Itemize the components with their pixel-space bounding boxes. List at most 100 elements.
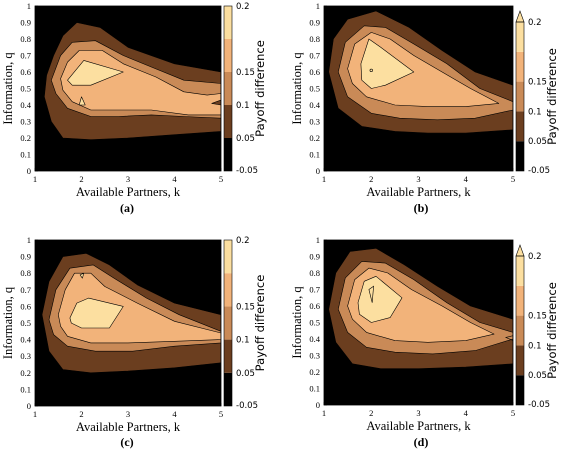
colorbar-segment <box>224 339 232 373</box>
panel-caption: (d) <box>414 435 429 449</box>
colorbar-tick-label: -0.05 <box>528 166 550 176</box>
y-tick-label: 0.9 <box>20 252 31 262</box>
colorbar-tick-label: 0.05 <box>236 369 255 379</box>
colorbar-segment <box>224 273 232 307</box>
colorbar-tick-label: 0.1 <box>236 101 250 111</box>
contour-level-3-region-1 <box>79 272 85 279</box>
x-tick-label: 2 <box>79 409 83 419</box>
colorbar-segment <box>224 240 232 274</box>
colorbar-extend-arrow <box>515 244 525 257</box>
y-tick-label: 0.7 <box>309 51 320 61</box>
y-tick-label: 0.1 <box>20 150 31 160</box>
contour-fills <box>328 248 513 370</box>
contour-level-3-region-0 <box>69 297 124 329</box>
colorbar-tick-label: 0.15 <box>528 312 547 322</box>
x-tick-label: 3 <box>416 408 420 418</box>
colorbar-segment <box>224 105 232 138</box>
y-tick-label: 0.6 <box>309 301 320 311</box>
contour-extra-line-1 <box>504 335 513 341</box>
colorbar-tick-label: 0.2 <box>236 2 250 12</box>
y-tick-label: 0.8 <box>20 268 31 278</box>
y-tick-label: 0 <box>316 400 320 410</box>
y-tick-label: 0.4 <box>20 335 31 345</box>
x-tick-label: 3 <box>126 409 130 419</box>
colorbar-segment <box>516 111 524 142</box>
panel-caption: (b) <box>414 201 429 215</box>
contour-fills <box>43 22 221 140</box>
contour-fills <box>41 253 221 374</box>
x-tick-label: 5 <box>511 174 515 184</box>
colorbar-tick-label: 0.2 <box>528 18 542 28</box>
colorbar-label: Payoff difference <box>545 282 559 379</box>
colorbar: -0.05 0.05 0.1 0.15 0.2 Payoff difference <box>223 2 267 176</box>
colorbar-tick-label: 0.1 <box>528 107 542 117</box>
y-tick-label: 0.3 <box>309 351 320 361</box>
y-tick-label: 0 <box>27 166 31 176</box>
y-tick-label: 0.8 <box>309 268 320 278</box>
y-tick-label: 0.3 <box>309 117 320 127</box>
colorbar-segment <box>224 138 232 171</box>
colorbar-label: Payoff difference <box>253 275 267 372</box>
colorbar-segment <box>516 51 524 82</box>
colorbar-segment <box>516 375 524 405</box>
y-tick-label: 0.5 <box>20 84 31 94</box>
x-tick-label: 1 <box>33 409 37 419</box>
y-tick-label: 0.7 <box>20 51 31 61</box>
colorbar-label: Payoff difference <box>545 48 559 145</box>
y-tick-label: 0.4 <box>309 100 320 110</box>
y-tick-label: 0 <box>27 401 31 411</box>
colorbar-frame <box>223 239 233 407</box>
colorbar-extend-arrow <box>515 10 525 23</box>
colorbar-tick-label: 0.15 <box>528 78 547 88</box>
contour-small-peak <box>369 68 373 72</box>
y-tick-label: 0.7 <box>309 285 320 295</box>
colorbar-frame <box>515 21 525 172</box>
colorbar-frame <box>223 5 233 172</box>
x-tick-label: 1 <box>322 174 326 184</box>
contour-level-3-region-0 <box>67 60 124 86</box>
colorbar-tick-label: -0.05 <box>528 400 550 410</box>
panel-0: 1 2 3 4 5 0 0.1 0.2 0.3 0.4 0.5 0.6 0.7 0.8 0.9 1 Availa… <box>1 1 267 215</box>
colorbar-segment <box>224 6 232 39</box>
y-tick-label: 0.5 <box>309 318 320 328</box>
x-tick-label: 2 <box>79 174 83 184</box>
contour-level-3-region-0 <box>360 38 415 89</box>
colorbar-segment <box>224 372 232 406</box>
x-tick-label: 3 <box>416 174 420 184</box>
y-tick-label: 0.6 <box>309 67 320 77</box>
colorbar-tick-label: 0.05 <box>236 134 255 144</box>
y-tick-label: 0.7 <box>20 285 31 295</box>
y-tick-label: 0.8 <box>20 34 31 44</box>
y-tick-label: 0.2 <box>309 133 320 143</box>
x-tick-label: 2 <box>369 174 373 184</box>
colorbar-segment <box>516 141 524 171</box>
y-tick-label: 0.2 <box>20 133 31 143</box>
x-axis-label: Available Partners, k <box>366 419 471 433</box>
colorbar: -0.05 0.05 0.1 0.15 0.2 Payoff difference <box>515 244 559 410</box>
colorbar-tick-label: 0.15 <box>236 302 255 312</box>
colorbar-tick-label: 0.2 <box>236 236 250 246</box>
y-tick-label: 0.6 <box>20 301 31 311</box>
x-tick-label: 1 <box>322 408 326 418</box>
colorbar-segment <box>224 39 232 72</box>
x-tick-label: 4 <box>172 174 177 184</box>
y-tick-label: 0.4 <box>309 334 320 344</box>
colorbar-segment <box>516 345 524 376</box>
x-tick-label: 4 <box>172 409 177 419</box>
panel-3: 1 2 3 4 5 0 0.1 0.2 0.3 0.4 0.5 0.6 0.7 0.8 0.9 1 Availa… <box>290 235 559 449</box>
contour-fills <box>328 10 513 134</box>
y-tick-label: 1 <box>316 235 320 245</box>
y-tick-label: 0.8 <box>309 34 320 44</box>
y-tick-label: 0 <box>316 166 320 176</box>
y-axis-label: Information, q <box>290 52 304 125</box>
y-tick-label: 1 <box>27 1 31 11</box>
y-tick-label: 1 <box>27 235 31 245</box>
colorbar: -0.05 0.05 0.1 0.15 0.2 Payoff difference <box>515 10 559 176</box>
colorbar-segment <box>516 315 524 346</box>
colorbar-segment <box>224 306 232 340</box>
x-tick-label: 3 <box>126 174 130 184</box>
y-tick-label: 0.9 <box>20 18 31 28</box>
colorbar-frame <box>515 255 525 406</box>
colorbar-tick-label: 0.05 <box>528 371 547 381</box>
